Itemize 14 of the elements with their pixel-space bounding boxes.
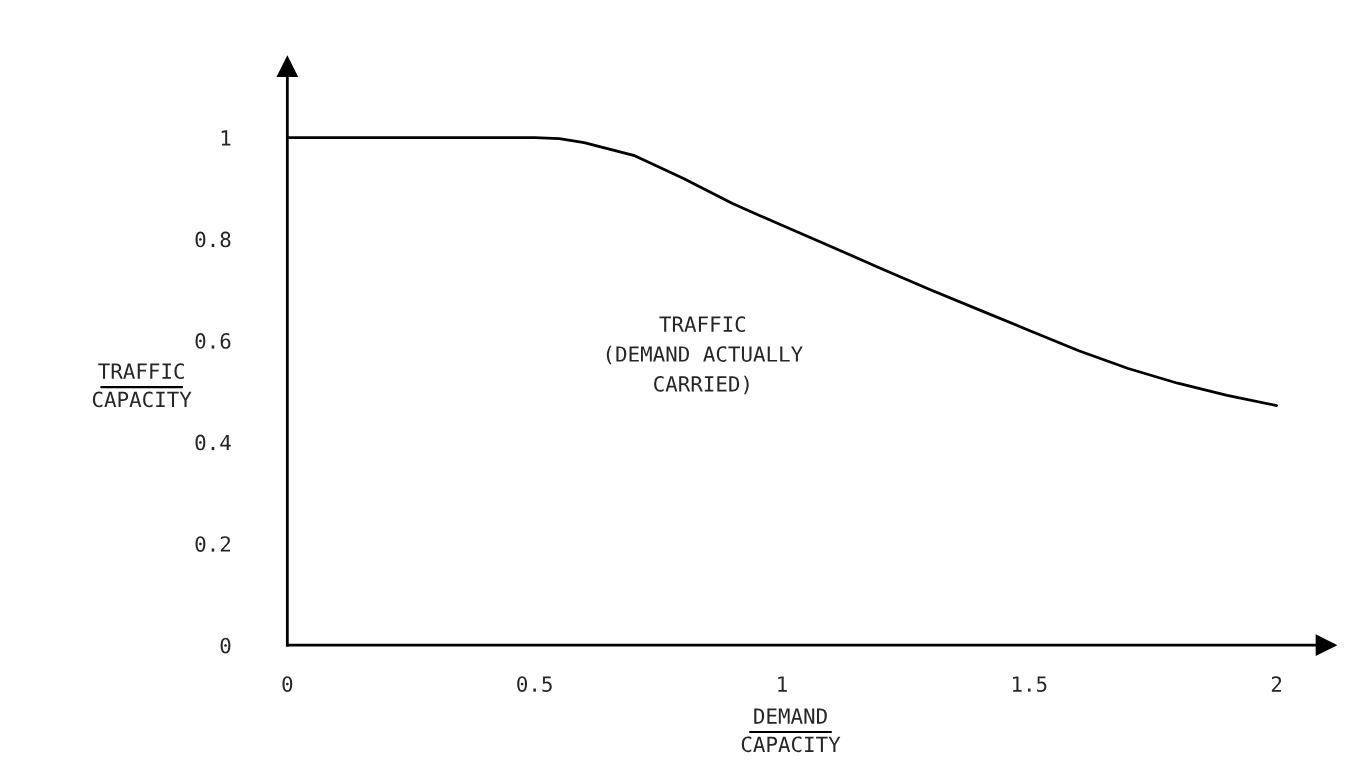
y-tick-label: 0 — [220, 637, 231, 654]
y-tick-label: 0.4 — [195, 434, 231, 451]
x-tick-label: 1 — [778, 676, 787, 692]
y-tick-label: 1 — [221, 130, 231, 146]
x-tick-label: 2 — [1271, 676, 1282, 692]
y-tick-label: 0.6 — [195, 333, 231, 349]
y-tick-label: 0.8 — [195, 231, 231, 248]
x-tick-label: 0 — [282, 676, 293, 692]
x-tick-label: 1.5 — [1012, 676, 1047, 692]
x-tick-label: 0.5 — [517, 676, 552, 692]
annotation: TRAFFIC (DEMAND ACTUALLY CARRIED) — [606, 316, 803, 395]
y-tick-label: 0.2 — [195, 536, 231, 552]
y-axis-title: TRAFFIC CAPACITY — [92, 363, 192, 408]
x-axis-title: DEMAND CAPACITY — [741, 708, 841, 753]
